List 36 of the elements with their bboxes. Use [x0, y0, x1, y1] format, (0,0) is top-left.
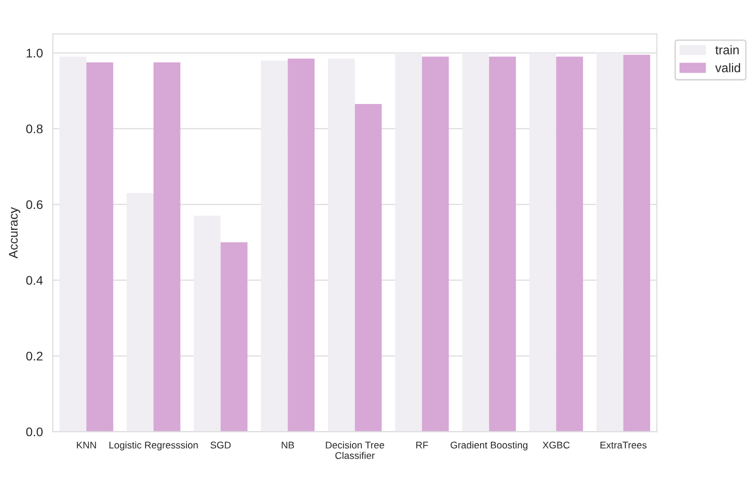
- legend-label: train: [715, 45, 739, 54]
- bar: [395, 52, 422, 432]
- y-tick-label: 0.8: [26, 124, 43, 134]
- y-axis-title: Accuracy: [9, 207, 20, 258]
- x-tick-label: NB: [282, 442, 294, 448]
- bar: [60, 56, 86, 432]
- bar: [328, 58, 355, 432]
- x-tick-label: KNN: [76, 442, 96, 448]
- bar: [126, 193, 154, 432]
- x-tick-label: Gradient Boosting: [450, 441, 528, 450]
- bar: [422, 56, 449, 432]
- y-tick-label: 0.2: [26, 352, 42, 361]
- y-tick-label: 0.0: [26, 427, 43, 436]
- bar: [194, 216, 221, 432]
- bar: [354, 104, 382, 432]
- bar: [260, 60, 288, 432]
- bar: [596, 52, 624, 432]
- bar: [86, 62, 114, 432]
- bar: [154, 62, 180, 432]
- bar: [220, 242, 248, 432]
- y-tick-label: 0.6: [26, 200, 43, 210]
- x-tick-label: SGD: [210, 442, 231, 449]
- y-tick-label: 0.4: [26, 276, 43, 285]
- bar: [288, 58, 315, 432]
- y-tick-label: 1.0: [26, 48, 43, 58]
- x-tick-label: ExtraTrees: [600, 442, 647, 449]
- x-tick-label: Decision Tree Classifier: [326, 441, 384, 459]
- x-tick-label: Logistic Regresssion: [109, 441, 198, 450]
- bar: [556, 56, 584, 432]
- bar: [623, 54, 650, 432]
- legend-label: valid: [715, 63, 740, 72]
- bar: [462, 52, 490, 432]
- x-tick-label: RF: [416, 442, 428, 448]
- bar: [529, 52, 556, 432]
- x-tick-label: XGBC: [542, 442, 570, 449]
- bar: [489, 56, 516, 432]
